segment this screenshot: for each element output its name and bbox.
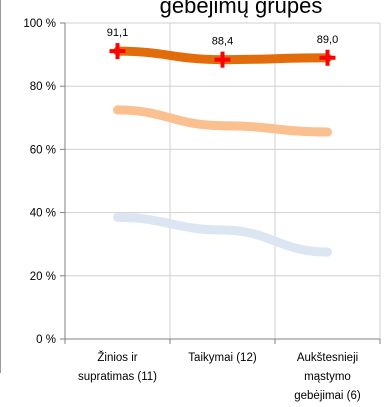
data-label: 88,4 (212, 36, 233, 48)
x-tick-label: supratimas (11) (78, 371, 157, 383)
y-tick-label: 20 % (30, 271, 56, 283)
series-line (113, 105, 332, 137)
data-point-marker (214, 51, 231, 68)
y-tick-label: 0 % (36, 334, 56, 346)
x-tick-label: Aukštesnieji (297, 352, 358, 364)
chart-title: gebėjimų grupes (160, 0, 323, 18)
gridlines (65, 22, 381, 339)
series-group (109, 43, 336, 257)
data-point-marker (109, 43, 126, 60)
y-tick-label: 100 % (23, 18, 56, 30)
data-label: 91,1 (107, 27, 128, 39)
y-axis: 0 % 20 % 40 % 60 % 80 % 100 % (23, 18, 66, 346)
x-tick-label: Taikymai (12) (188, 352, 257, 364)
x-tick-label: gebėjimai (6) (294, 390, 361, 402)
x-axis: Žinios ir supratimas (11) Taikymai (12) Auk… (64, 338, 381, 402)
data-point-marker (319, 49, 336, 66)
data-label: 89,0 (317, 34, 338, 46)
x-tick-label: mąstymo (304, 371, 351, 383)
x-tick-label: Žinios ir (97, 351, 137, 364)
y-tick-label: 80 % (30, 81, 56, 93)
data-labels: 91,1 88,4 89,0 (107, 27, 338, 48)
y-tick-label: 60 % (30, 144, 56, 156)
y-tick-label: 40 % (30, 208, 56, 220)
series-line (113, 212, 332, 257)
